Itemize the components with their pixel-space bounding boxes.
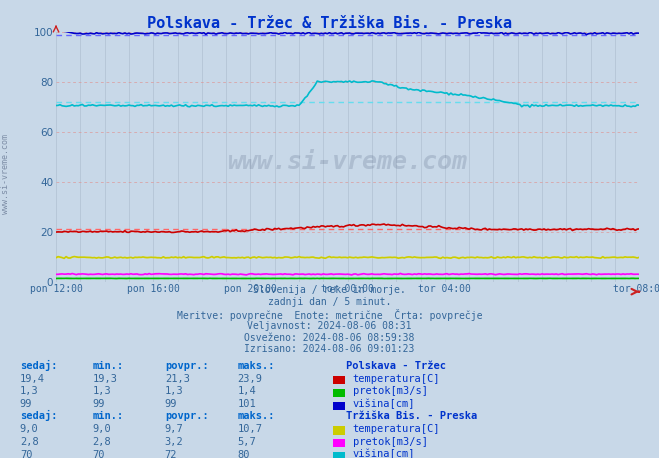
Text: 21,3: 21,3 <box>165 374 190 383</box>
Text: www.si-vreme.com: www.si-vreme.com <box>227 150 468 174</box>
Text: 10,7: 10,7 <box>237 424 262 434</box>
Text: maks.:: maks.: <box>237 411 275 421</box>
Text: min.:: min.: <box>92 411 123 421</box>
Text: povpr.:: povpr.: <box>165 361 208 371</box>
Text: 9,7: 9,7 <box>165 424 183 434</box>
Text: Osveženo: 2024-08-06 08:59:38: Osveženo: 2024-08-06 08:59:38 <box>244 333 415 343</box>
Text: min.:: min.: <box>92 361 123 371</box>
Text: pretok[m3/s]: pretok[m3/s] <box>353 387 428 396</box>
Text: sedaj:: sedaj: <box>20 360 57 371</box>
Text: 1,3: 1,3 <box>20 387 38 396</box>
Text: 5,7: 5,7 <box>237 437 256 447</box>
Text: temperatura[C]: temperatura[C] <box>353 374 440 383</box>
Text: zadnji dan / 5 minut.: zadnji dan / 5 minut. <box>268 297 391 307</box>
Text: Polskava - Tržec & Tržiška Bis. - Preska: Polskava - Tržec & Tržiška Bis. - Preska <box>147 16 512 31</box>
Text: 80: 80 <box>237 450 250 458</box>
Text: 1,4: 1,4 <box>237 387 256 396</box>
Text: www.si-vreme.com: www.si-vreme.com <box>1 134 10 214</box>
Text: višina[cm]: višina[cm] <box>353 399 415 409</box>
Text: Izrisano: 2024-08-06 09:01:23: Izrisano: 2024-08-06 09:01:23 <box>244 344 415 354</box>
Text: 2,8: 2,8 <box>20 437 38 447</box>
Text: 3,2: 3,2 <box>165 437 183 447</box>
Text: 99: 99 <box>20 399 32 409</box>
Text: temperatura[C]: temperatura[C] <box>353 424 440 434</box>
Text: 1,3: 1,3 <box>165 387 183 396</box>
Text: Polskava - Tržec: Polskava - Tržec <box>346 361 446 371</box>
Text: 19,3: 19,3 <box>92 374 117 383</box>
Text: 23,9: 23,9 <box>237 374 262 383</box>
Text: 72: 72 <box>165 450 177 458</box>
Text: 2,8: 2,8 <box>92 437 111 447</box>
Text: sedaj:: sedaj: <box>20 410 57 421</box>
Text: 101: 101 <box>237 399 256 409</box>
Text: 9,0: 9,0 <box>20 424 38 434</box>
Text: 99: 99 <box>165 399 177 409</box>
Text: Meritve: povprečne  Enote: metrične  Črta: povprečje: Meritve: povprečne Enote: metrične Črta:… <box>177 309 482 321</box>
Text: maks.:: maks.: <box>237 361 275 371</box>
Text: Veljavnost: 2024-08-06 08:31: Veljavnost: 2024-08-06 08:31 <box>247 321 412 331</box>
Text: 70: 70 <box>92 450 105 458</box>
Text: 1,3: 1,3 <box>92 387 111 396</box>
Text: Tržiška Bis. - Preska: Tržiška Bis. - Preska <box>346 411 477 421</box>
Text: povpr.:: povpr.: <box>165 411 208 421</box>
Text: 19,4: 19,4 <box>20 374 45 383</box>
Text: višina[cm]: višina[cm] <box>353 449 415 458</box>
Text: 99: 99 <box>92 399 105 409</box>
Text: 70: 70 <box>20 450 32 458</box>
Text: pretok[m3/s]: pretok[m3/s] <box>353 437 428 447</box>
Text: 9,0: 9,0 <box>92 424 111 434</box>
Text: Slovenija / reke in morje.: Slovenija / reke in morje. <box>253 285 406 295</box>
